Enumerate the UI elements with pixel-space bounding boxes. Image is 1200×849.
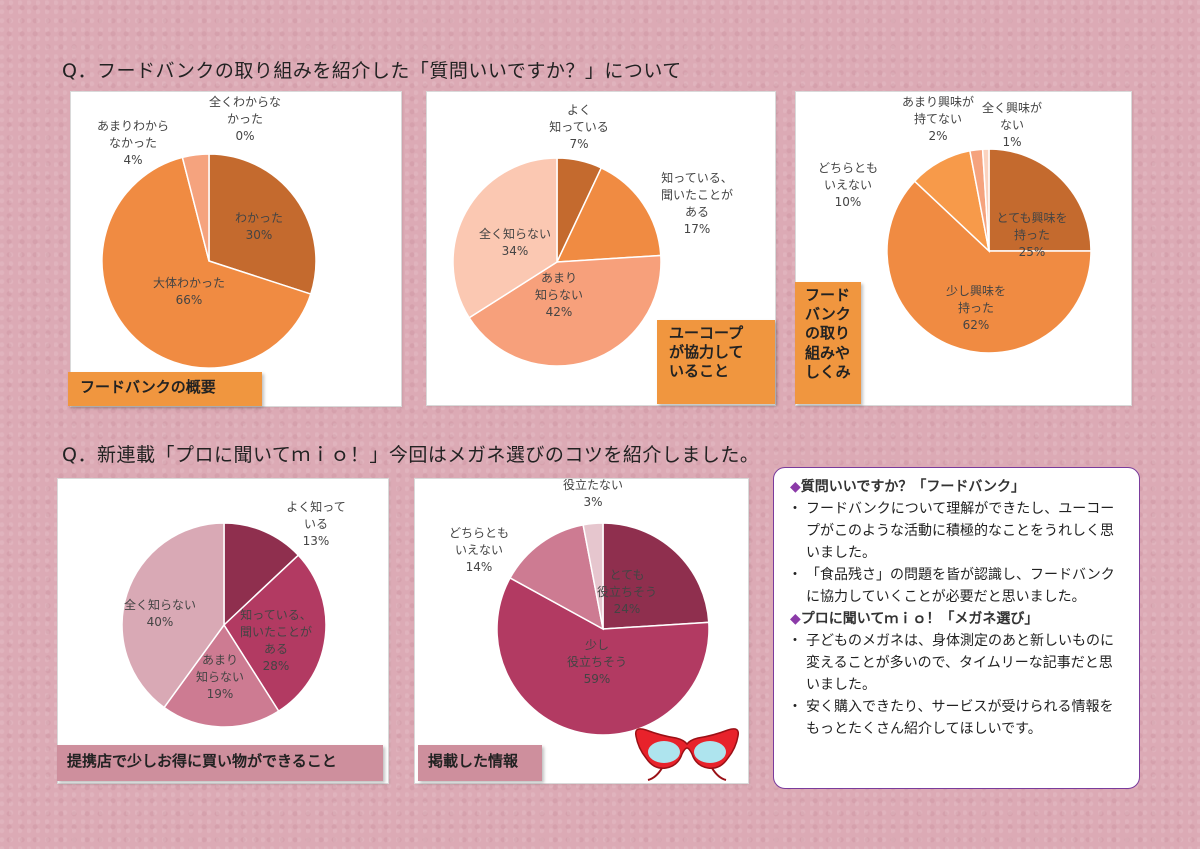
tag-food-bank-overview: フードバンクの概要 <box>68 372 262 406</box>
tag-published-info: 掲載した情報 <box>418 745 542 781</box>
pie-chart-system: とても興味を持った 25% 少し興味を持った 62% どちらともいえない 10% あまり興味… <box>818 94 1092 354</box>
pie-chart-overview: わかった 30% 大体わかった 66% あまりわからなかった 4% 全くわからなかった 0% <box>97 94 317 369</box>
pie-slice <box>468 254 662 367</box>
chart-panel-published-info: とても役立ちそう 24% 少し役立ちそう 59% どちらともいえない 14% 役立たない 3% <box>414 478 749 784</box>
slice-label: 少し役立ちそう 59% <box>567 638 627 686</box>
slice-label: 役立たない 3% <box>563 479 623 509</box>
pie-chart-published-info: とても役立ちそう 24% 少し役立ちそう 59% どちらともいえない 14% 役立たない 3% <box>449 479 710 736</box>
slice-label: あまりわからなかった 4% <box>97 119 169 167</box>
diamond-icon: ◆ <box>790 479 801 495</box>
comment-section-title-glasses: ◆プロに聞いてｍｉｏ！「メガネ選び」 <box>790 611 1039 627</box>
tag-food-bank-system: フード バンク の取り 組みや しくみ <box>795 282 861 404</box>
pie-slice <box>582 522 604 630</box>
chart-panel-food-bank-overview: わかった 30% 大体わかった 66% あまりわからなかった 4% 全くわからなかった 0% <box>70 91 402 407</box>
tag-partner-stores: 提携店で少しお得に買い物ができること <box>57 745 383 781</box>
pie-slice <box>101 156 312 369</box>
comment-item: 「食品残さ」の問題を皆が認識し、フードバンクに協力していくことが必要だと思いまし… <box>788 564 1125 608</box>
slice-label: 全くわからなかった 0% <box>209 94 281 143</box>
comment-section-title-food-bank: ◆質問いいですか？「フードバンク」 <box>790 479 1026 495</box>
pie-slice <box>988 148 1092 252</box>
slice-label: わかった 30% <box>235 211 283 242</box>
chart-panel-partner-stores: よく知っている 13% 知っている、聞いたことがある 28% あまり知らない 19% 全く知… <box>57 478 389 784</box>
pie-slice <box>208 153 317 296</box>
red-glasses-icon <box>634 728 740 781</box>
pie-slice <box>496 576 710 736</box>
slice-label: よく知っている 13% <box>286 500 345 548</box>
pie-slice <box>223 522 300 627</box>
question-2: Q．新連載「プロに聞いてｍｉｏ！」今回はメガネ選びのコツを紹介しました。 <box>62 444 760 466</box>
slice-label: どちらともいえない 10% <box>818 161 878 209</box>
comment-item: フードバンクについて理解ができたし、ユーコープがこのような活動に積極的なことをう… <box>788 498 1125 564</box>
slice-label: 少し興味を持った 62% <box>946 284 1006 332</box>
slice-label: 全く興味がない 1% <box>982 100 1042 149</box>
slice-label: よく知っている 7% <box>549 103 608 151</box>
slice-label: 知っている、聞いたことがある 28% <box>240 608 312 673</box>
pie-slice <box>602 522 710 630</box>
pie-slice <box>162 623 280 728</box>
pie-slice <box>181 153 210 262</box>
pie-slice <box>886 180 1092 354</box>
pie-slice <box>981 148 990 252</box>
pie-slice <box>121 522 225 709</box>
slice-label: あまり知らない 42% <box>535 271 583 319</box>
slice-label: 全く知らない 34% <box>479 226 551 258</box>
slice-label: とても役立ちそう 24% <box>597 568 657 616</box>
comments-box: ◆質問いいですか？「フードバンク」 フードバンクについて理解ができたし、ユーコー… <box>773 467 1140 789</box>
slice-label: 大体わかった 66% <box>153 276 225 307</box>
slice-label: あまり興味が持てない 2% <box>902 94 974 143</box>
slice-label: あまり知らない 19% <box>196 653 244 701</box>
slice-label: とても興味を持った 25% <box>996 211 1067 259</box>
diamond-icon: ◆ <box>790 611 801 627</box>
pie-slice <box>452 157 558 319</box>
slice-label: 知っている、聞いたことがある 17% <box>661 171 733 236</box>
tag-ucoop-cooperation: ユーコープ が協力して いること <box>657 320 775 404</box>
comment-item: 子どものメガネは、身体測定のあと新しいものに変えることが多いので、タイムリーな記… <box>788 630 1125 696</box>
pie-slice <box>555 166 662 263</box>
slice-label: 全く知らない 40% <box>124 597 196 629</box>
question-1: Q．フードバンクの取り組みを紹介した「質問いいですか？」について <box>62 60 682 82</box>
pie-slice <box>223 554 327 713</box>
pie-slice <box>509 524 605 631</box>
comment-item: 安く購入できたり、サービスが受けられる情報をもっとたくさん紹介してほしいです。 <box>788 696 1125 740</box>
pie-chart-cooperation: よく知っている 7% 知っている、聞いたことがある 17% あまり知らない 42% 全く知ら… <box>452 103 733 367</box>
slice-label: どちらともいえない 14% <box>449 526 509 574</box>
pie-chart-partner-stores: よく知っている 13% 知っている、聞いたことがある 28%あまり知らない 19%全く知… <box>121 500 346 728</box>
